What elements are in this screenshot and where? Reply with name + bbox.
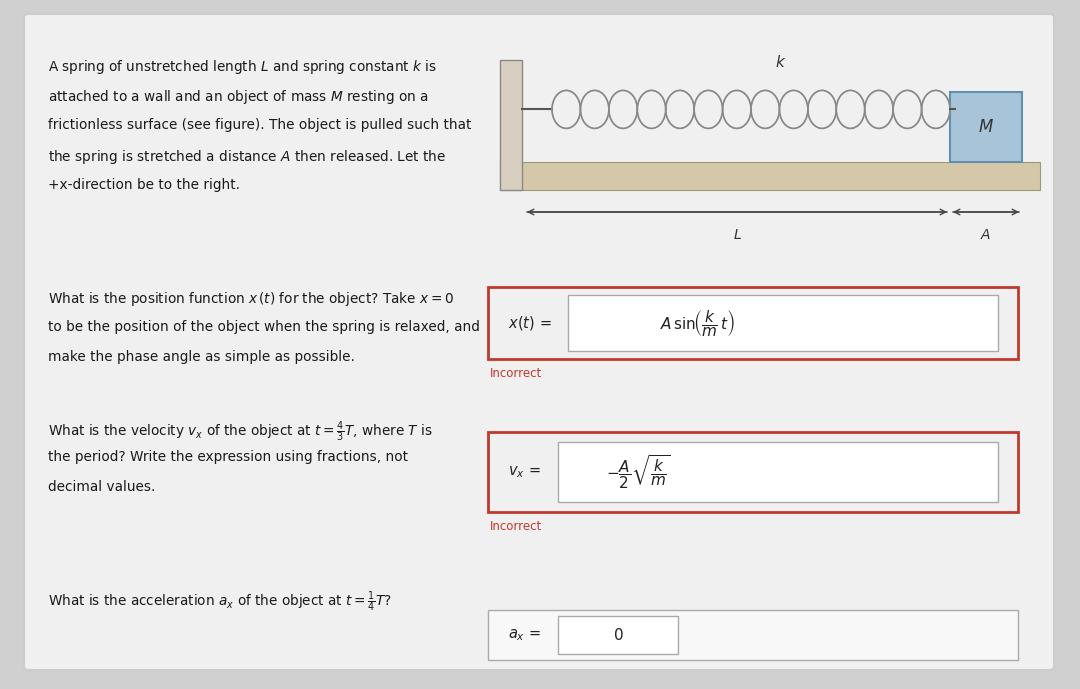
Text: to be the position of the object when the spring is relaxed, and: to be the position of the object when th… [48, 320, 480, 334]
FancyBboxPatch shape [558, 616, 678, 654]
Text: $L$: $L$ [732, 228, 742, 242]
FancyBboxPatch shape [568, 295, 998, 351]
Text: $k$: $k$ [775, 54, 786, 70]
Bar [950, 92, 1022, 162]
FancyBboxPatch shape [24, 14, 1054, 670]
Text: decimal values.: decimal values. [48, 480, 156, 494]
Text: $a_x\,=$: $a_x\,=$ [508, 627, 541, 643]
Text: What is the velocity $v_x$ of the object at $t = \frac{4}{3}T$, where $T$ is: What is the velocity $v_x$ of the object… [48, 420, 433, 444]
Text: $x(t)\,=$: $x(t)\,=$ [508, 314, 552, 332]
Bar [500, 162, 1040, 190]
Text: the spring is stretched a distance $A$ then released. Let the: the spring is stretched a distance $A$ t… [48, 148, 446, 166]
Text: Incorrect: Incorrect [490, 520, 542, 533]
Text: What is the acceleration $a_x$ of the object at $t = \frac{1}{4}T$?: What is the acceleration $a_x$ of the ob… [48, 590, 392, 615]
Text: the period? Write the expression using fractions, not: the period? Write the expression using f… [48, 450, 408, 464]
FancyBboxPatch shape [488, 432, 1018, 512]
Text: A spring of unstretched length $L$ and spring constant $k$ is: A spring of unstretched length $L$ and s… [48, 58, 436, 76]
FancyBboxPatch shape [488, 287, 1018, 359]
Text: $A$: $A$ [981, 228, 991, 242]
Text: frictionless surface (see figure). The object is pulled such that: frictionless surface (see figure). The o… [48, 118, 471, 132]
Bar [500, 60, 522, 190]
Text: +x-direction be to the right.: +x-direction be to the right. [48, 178, 240, 192]
Text: $M$: $M$ [978, 119, 994, 136]
Text: attached to a wall and an object of mass $M$ resting on a: attached to a wall and an object of mass… [48, 88, 429, 106]
Text: make the phase angle as simple as possible.: make the phase angle as simple as possib… [48, 350, 355, 364]
Text: $A\,\mathrm{sin}\!\left(\dfrac{k}{m}\,t\right)$: $A\,\mathrm{sin}\!\left(\dfrac{k}{m}\,t\… [660, 308, 734, 338]
Text: $-\dfrac{A}{2}\sqrt{\dfrac{k}{m}}$: $-\dfrac{A}{2}\sqrt{\dfrac{k}{m}}$ [606, 453, 671, 491]
Text: $0$: $0$ [612, 627, 623, 643]
Text: $v_x\,=$: $v_x\,=$ [508, 464, 541, 480]
FancyBboxPatch shape [558, 442, 998, 502]
Text: What is the position function $x\,(t)$ for the object? Take $x = 0$: What is the position function $x\,(t)$ f… [48, 290, 454, 308]
FancyBboxPatch shape [488, 610, 1018, 660]
Text: Incorrect: Incorrect [490, 367, 542, 380]
